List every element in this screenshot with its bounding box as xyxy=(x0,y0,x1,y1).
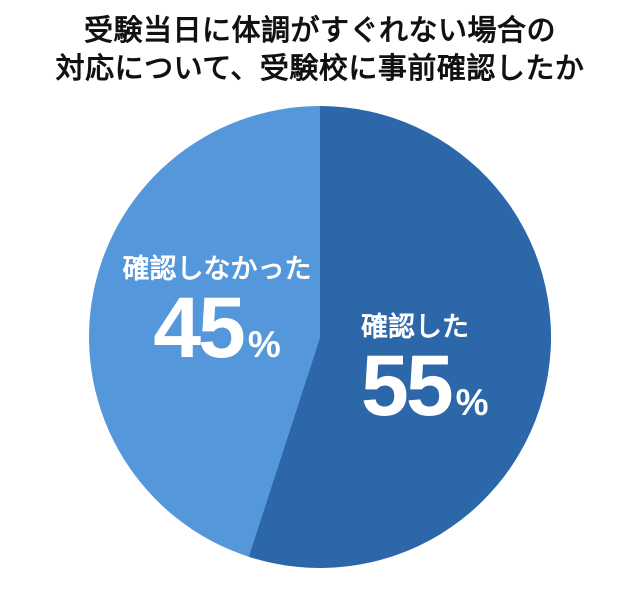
pie-slice-0 xyxy=(248,106,551,568)
slice-label-block-not-confirmed: 確認しなかった 45 % xyxy=(122,253,312,376)
chart-title-line-1: 受験当日に体調がすぐれない場合の xyxy=(83,15,556,47)
slice-label-confirmed: 確認した xyxy=(361,312,469,342)
slice-label-not-confirmed: 確認しなかった xyxy=(122,254,312,284)
percent-sign-confirmed: % xyxy=(455,382,489,423)
slice-value-row-not-confirmed: 45 % xyxy=(123,280,312,376)
pie-svg xyxy=(89,106,551,568)
percent-sign-not-confirmed: % xyxy=(247,324,281,365)
slice-value-row-confirmed: 55 % xyxy=(361,338,489,434)
pie-chart: 確認しなかった 45 % 確認した 55 % xyxy=(89,106,551,568)
pie-slice-1 xyxy=(89,106,320,557)
chart-title-line-2: 対応について、受験校に事前確認したか xyxy=(55,53,585,85)
slice-value-confirmed: 55 xyxy=(361,338,454,434)
slice-value-not-confirmed: 45 xyxy=(153,280,246,376)
chart-title: 受験当日に体調がすぐれない場合の 対応について、受験校に事前確認したか xyxy=(0,12,640,88)
slice-label-block-confirmed: 確認した 55 % xyxy=(361,311,489,434)
